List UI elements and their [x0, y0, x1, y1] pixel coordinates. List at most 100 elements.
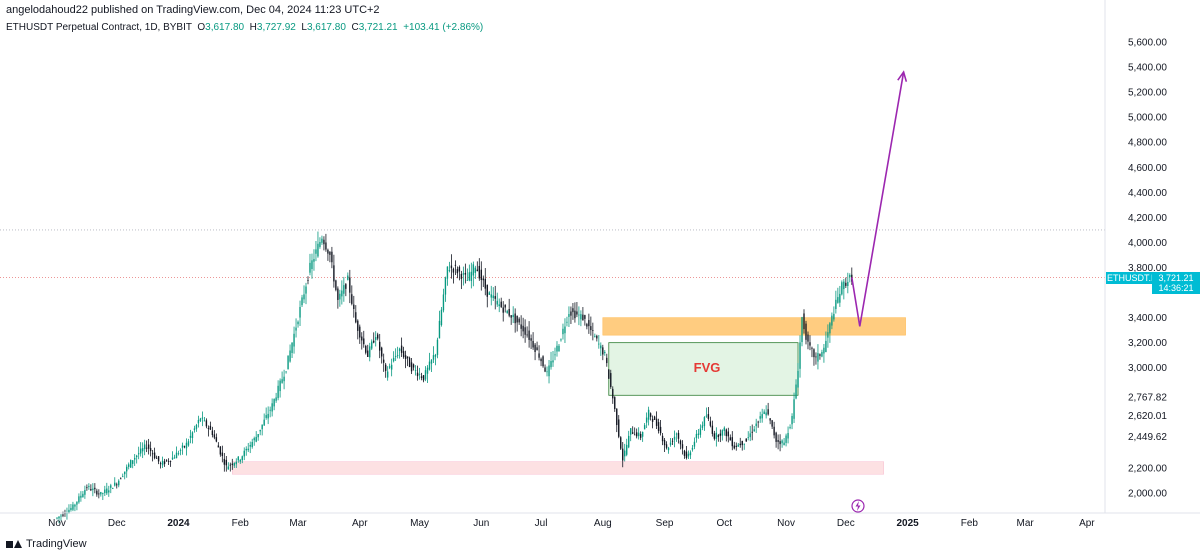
- candle-body: [371, 341, 373, 349]
- candle-body: [108, 490, 110, 493]
- candle-body: [273, 399, 275, 407]
- candle-body: [60, 515, 62, 517]
- candle-body: [309, 262, 311, 273]
- candle-body: [628, 435, 630, 448]
- candle-body: [711, 425, 714, 434]
- candle-body: [98, 493, 100, 495]
- candle-body: [382, 359, 385, 363]
- price-tick-label: 2,200.00: [1128, 463, 1167, 474]
- candle-body: [289, 350, 291, 362]
- candle-body: [271, 403, 273, 412]
- candle-body: [237, 456, 239, 461]
- candle-body: [530, 338, 532, 341]
- candle-body: [233, 463, 235, 466]
- candle-body: [396, 354, 399, 356]
- candle-body: [681, 444, 684, 449]
- candle-body: [813, 349, 815, 358]
- candle-body: [815, 356, 817, 358]
- candle-body: [829, 323, 831, 334]
- candle-body: [703, 417, 706, 427]
- candle-body: [163, 461, 166, 464]
- candle-body: [303, 294, 305, 300]
- candle-body: [68, 509, 70, 513]
- candle-body: [159, 463, 162, 465]
- candle-body: [394, 356, 397, 357]
- candle-body: [534, 344, 536, 352]
- candle-body: [590, 326, 592, 331]
- candle-body: [325, 242, 327, 250]
- candle-body: [679, 440, 682, 445]
- candle-body: [685, 451, 688, 459]
- lightning-icon[interactable]: [851, 499, 865, 513]
- candle-body: [223, 458, 226, 465]
- candle-body: [616, 408, 618, 426]
- candle-body: [418, 374, 421, 375]
- candle-body: [695, 433, 698, 439]
- candle-body: [82, 493, 84, 498]
- price-badge-countdown: 14:36:21: [1158, 283, 1193, 293]
- candle-body: [373, 340, 375, 343]
- candle-body: [351, 294, 353, 304]
- price-tick-label: 4,800.00: [1128, 138, 1167, 149]
- candle-body: [199, 418, 202, 421]
- candle-body: [410, 362, 413, 372]
- low-label: L: [301, 22, 307, 33]
- candle-body: [651, 418, 654, 422]
- candle-body: [494, 296, 496, 299]
- candle-body: [436, 339, 439, 355]
- candle-body: [689, 452, 692, 456]
- price-tick-label: 4,600.00: [1128, 163, 1167, 174]
- candle-body: [94, 487, 96, 490]
- candle-body: [552, 360, 554, 363]
- candle-body: [74, 504, 76, 507]
- candle-body: [213, 434, 216, 438]
- candle-body: [833, 313, 835, 320]
- candle-body: [56, 517, 58, 519]
- candle-body: [667, 447, 670, 451]
- candle-body: [558, 345, 560, 352]
- candle-body: [100, 491, 102, 495]
- candle-body: [341, 290, 343, 297]
- candle-body: [448, 270, 451, 271]
- time-tick-label: Mar: [289, 518, 307, 529]
- candle-body: [757, 421, 759, 423]
- candle-body: [257, 434, 259, 438]
- candle-body: [841, 282, 843, 295]
- candle-body: [365, 345, 367, 353]
- candle-body: [414, 370, 417, 371]
- candle-body: [789, 427, 791, 428]
- candle-body: [765, 412, 767, 416]
- candle-body: [259, 429, 261, 432]
- candle-body: [227, 466, 230, 470]
- candle-body: [629, 428, 632, 435]
- time-tick-label: Dec: [837, 518, 855, 529]
- candle-body: [301, 297, 303, 306]
- price-tick-label: 4,000.00: [1128, 238, 1167, 249]
- instrument-name[interactable]: ETHUSDT Perpetual Contract, 1D, BYBIT: [6, 22, 192, 33]
- candle-body: [197, 420, 200, 424]
- candle-body: [596, 335, 598, 339]
- candle-body: [600, 345, 602, 349]
- candle-body: [719, 433, 722, 436]
- candle-body: [167, 461, 170, 462]
- candle-body: [709, 421, 712, 426]
- candle-body: [277, 385, 279, 399]
- candle-body: [251, 441, 253, 447]
- candle-body: [255, 436, 257, 442]
- candle-body: [586, 324, 588, 327]
- candle-body: [608, 369, 610, 379]
- candle-body: [313, 259, 315, 262]
- candle-body: [751, 431, 753, 433]
- candle-body: [717, 435, 720, 438]
- candle-body: [701, 425, 704, 428]
- candle-body: [400, 345, 403, 353]
- candle-body: [677, 432, 680, 439]
- candle-body: [187, 441, 190, 446]
- candle-body: [626, 444, 628, 455]
- candle-body: [542, 356, 544, 367]
- candle-body: [287, 355, 289, 370]
- time-axis: Nov Dec 2024 Feb Mar Apr May Jun Jul Aug Sep Oct Nov…: [48, 518, 1095, 529]
- candle-body: [528, 330, 530, 340]
- candle-body: [460, 273, 463, 279]
